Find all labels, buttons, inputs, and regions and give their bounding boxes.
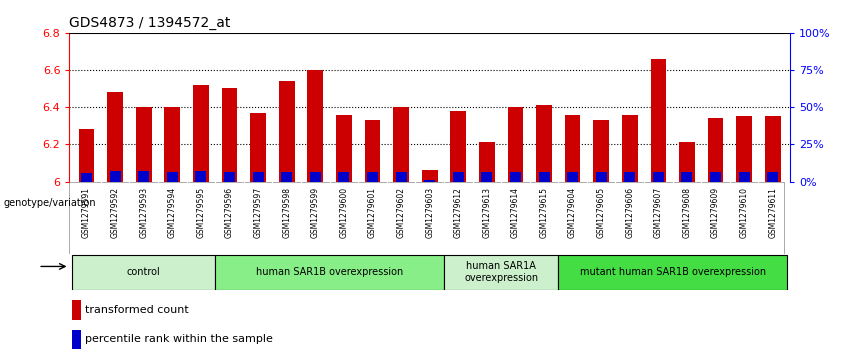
Text: mutant human SAR1B overexpression: mutant human SAR1B overexpression xyxy=(580,267,766,277)
Bar xyxy=(336,114,352,182)
Bar xyxy=(81,172,92,182)
Text: GSM1279614: GSM1279614 xyxy=(511,187,520,238)
Text: control: control xyxy=(127,267,161,277)
Bar xyxy=(365,120,380,182)
Text: GSM1279601: GSM1279601 xyxy=(368,187,377,238)
Bar xyxy=(307,70,323,182)
Text: GSM1279603: GSM1279603 xyxy=(425,187,434,238)
Bar xyxy=(422,170,437,182)
Text: GSM1279612: GSM1279612 xyxy=(454,187,463,238)
Bar xyxy=(167,172,178,182)
Bar xyxy=(250,113,266,182)
Text: transformed count: transformed count xyxy=(84,305,188,315)
Text: GSM1279599: GSM1279599 xyxy=(311,187,319,238)
Text: GSM1279606: GSM1279606 xyxy=(625,187,635,238)
Text: GSM1279607: GSM1279607 xyxy=(654,187,663,238)
Bar xyxy=(193,85,209,182)
Bar xyxy=(736,117,752,182)
Bar xyxy=(71,300,82,320)
Text: GSM1279597: GSM1279597 xyxy=(253,187,263,238)
Text: GSM1279613: GSM1279613 xyxy=(483,187,491,238)
Bar xyxy=(653,172,664,182)
Bar xyxy=(109,171,121,182)
Text: percentile rank within the sample: percentile rank within the sample xyxy=(84,334,273,344)
Bar xyxy=(536,105,552,182)
Bar xyxy=(681,172,693,182)
Bar xyxy=(444,255,558,290)
Text: GDS4873 / 1394572_at: GDS4873 / 1394572_at xyxy=(69,16,231,30)
Text: GSM1279592: GSM1279592 xyxy=(111,187,120,238)
Bar xyxy=(707,118,723,182)
Text: GSM1279615: GSM1279615 xyxy=(540,187,549,238)
Bar xyxy=(710,172,721,182)
Text: GSM1279595: GSM1279595 xyxy=(196,187,206,238)
Bar xyxy=(195,171,207,182)
Bar xyxy=(138,171,149,182)
Text: GSM1279598: GSM1279598 xyxy=(282,187,292,238)
Text: GSM1279596: GSM1279596 xyxy=(225,187,234,238)
Text: GSM1279594: GSM1279594 xyxy=(168,187,177,238)
Bar xyxy=(595,172,607,182)
Bar xyxy=(565,114,581,182)
Bar xyxy=(221,89,238,182)
Bar xyxy=(281,172,293,182)
Text: GSM1279608: GSM1279608 xyxy=(682,187,692,238)
Text: GSM1279604: GSM1279604 xyxy=(568,187,577,238)
Bar xyxy=(396,172,406,182)
Bar xyxy=(424,180,435,182)
Text: GSM1279591: GSM1279591 xyxy=(82,187,91,238)
Bar xyxy=(567,172,578,182)
Bar xyxy=(621,114,638,182)
Text: GSM1279600: GSM1279600 xyxy=(339,187,348,238)
Bar xyxy=(393,107,409,182)
Bar xyxy=(165,107,181,182)
Bar xyxy=(767,172,779,182)
Bar xyxy=(765,117,780,182)
Text: GSM1279609: GSM1279609 xyxy=(711,187,720,238)
Bar xyxy=(450,111,466,182)
Bar xyxy=(650,59,667,182)
Bar xyxy=(624,172,635,182)
Text: GSM1279593: GSM1279593 xyxy=(139,187,148,238)
Bar xyxy=(679,142,694,182)
Bar xyxy=(224,172,235,182)
Bar xyxy=(482,172,492,182)
Bar xyxy=(558,255,787,290)
Bar xyxy=(108,92,123,182)
Bar xyxy=(279,81,294,182)
Bar xyxy=(215,255,444,290)
Bar xyxy=(72,255,215,290)
Text: GSM1279611: GSM1279611 xyxy=(768,187,777,238)
Bar xyxy=(367,172,378,182)
Text: genotype/variation: genotype/variation xyxy=(3,198,96,208)
Text: human SAR1A
overexpression: human SAR1A overexpression xyxy=(464,261,538,283)
Bar xyxy=(453,172,464,182)
Text: GSM1279605: GSM1279605 xyxy=(596,187,606,238)
Bar xyxy=(253,172,264,182)
Text: GSM1279610: GSM1279610 xyxy=(740,187,748,238)
Bar xyxy=(739,172,750,182)
Bar xyxy=(71,330,82,349)
Bar xyxy=(479,142,495,182)
Bar xyxy=(339,172,350,182)
Text: human SAR1B overexpression: human SAR1B overexpression xyxy=(256,267,404,277)
Bar xyxy=(508,107,523,182)
Bar xyxy=(510,172,521,182)
Bar xyxy=(310,172,321,182)
Bar xyxy=(79,129,95,182)
Text: GSM1279602: GSM1279602 xyxy=(397,187,405,238)
Bar xyxy=(538,172,549,182)
Bar xyxy=(136,107,152,182)
Bar xyxy=(594,120,609,182)
